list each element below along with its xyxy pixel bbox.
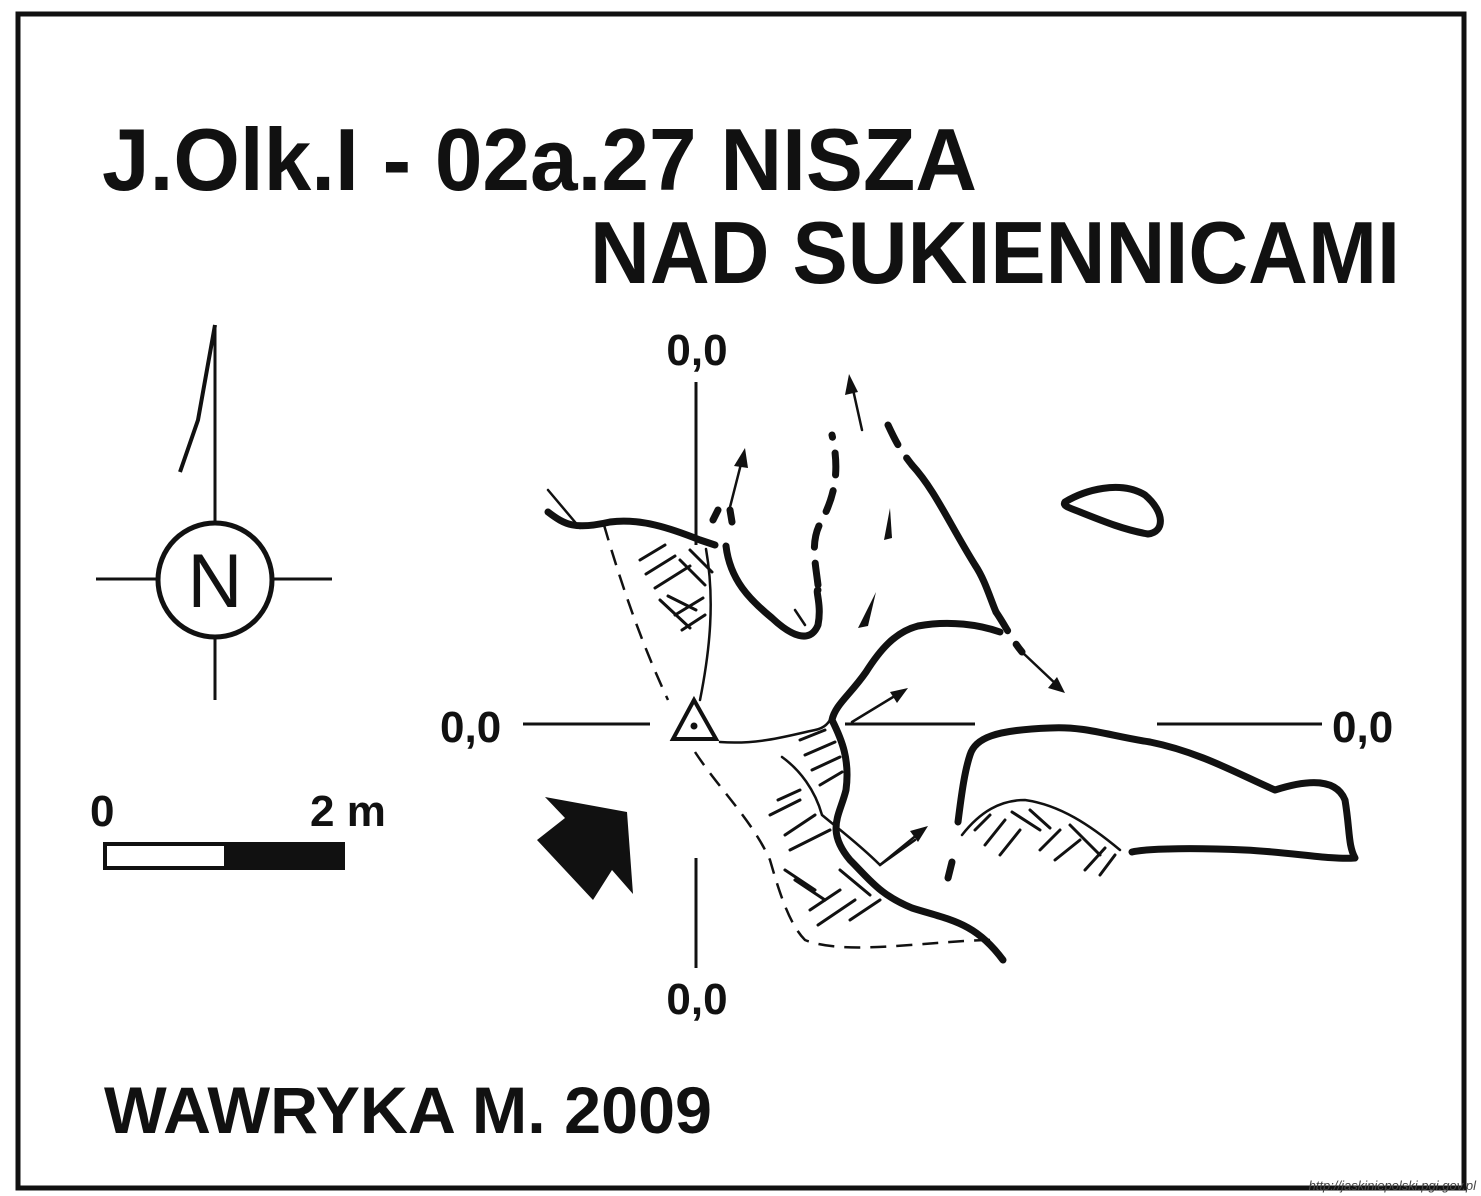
coord-label-left: 0,0	[440, 703, 501, 752]
author-label: WAWRYKA M. 2009	[104, 1073, 712, 1147]
scale-start-label: 0	[90, 787, 114, 836]
coordinate-axes	[523, 382, 1322, 968]
coord-label-right: 0,0	[1332, 703, 1393, 752]
compass-letter: N	[188, 539, 243, 624]
map-title-line1: J.Olk.I - 02a.27 NISZA	[102, 110, 977, 209]
coord-label-bottom: 0,0	[666, 975, 727, 1024]
survey-station-triangle-icon	[669, 695, 720, 741]
map-title-line2: NAD SUKIENNICAMI	[590, 203, 1400, 302]
north-arrow-icon: N	[96, 324, 332, 700]
coord-label-top: 0,0	[666, 326, 727, 375]
source-url: http://jaskiniepolski.pgi.gov.pl	[1309, 1178, 1478, 1193]
scale-bar: 0 2 m	[90, 787, 386, 870]
cave-plan	[544, 374, 1359, 964]
hatch-fill	[638, 543, 1117, 927]
direction-arrows	[727, 374, 1065, 867]
entrance-arrow-icon	[537, 797, 633, 900]
scale-end-label: 2 m	[310, 787, 386, 836]
map-border	[15, 11, 1467, 1191]
